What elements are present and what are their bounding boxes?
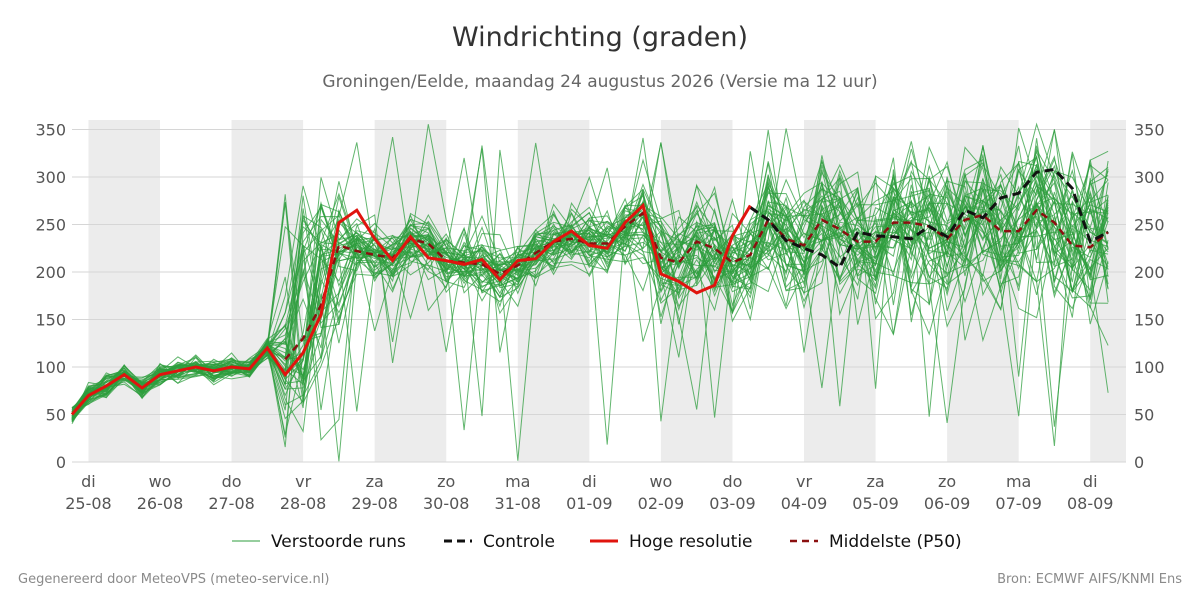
x-tick-day: di: [81, 472, 96, 491]
y-tick-label: 150: [35, 311, 66, 330]
ensemble-member-line: [71, 186, 1109, 424]
x-tick-date: 27-08: [208, 494, 255, 513]
legend: Verstoorde runs Controle Hoge resolutie Mid…: [232, 532, 962, 552]
y-axis-left: 0 50 100 150 200 250 300 350: [35, 121, 66, 473]
x-tick-date: 29-08: [351, 494, 398, 513]
day-band: [947, 120, 1019, 462]
ensemble-member-line: [71, 147, 1109, 417]
x-tick-day: do: [722, 472, 742, 491]
y-tick-label-right: 100: [1134, 358, 1165, 377]
x-tick-date: 28-08: [280, 494, 327, 513]
y-tick-label: 350: [35, 121, 66, 140]
legend-label-hires: Hoge resolutie: [629, 532, 753, 552]
y-tick-label: 200: [35, 263, 66, 282]
chart-title: Windrichting (graden): [451, 22, 749, 53]
y-tick-label: 300: [35, 168, 66, 187]
y-tick-label-right: 0: [1134, 453, 1144, 472]
x-tick-day: wo: [149, 472, 172, 491]
footer-source: Bron: ECMWF AIFS/KNMI Ens: [997, 572, 1182, 587]
footer-generated-by: Gegenereerd door MeteoVPS (meteo-service…: [18, 572, 330, 587]
x-tick-date: 01-09: [566, 494, 613, 513]
x-tick-day: do: [222, 472, 242, 491]
y-tick-label-right: 300: [1134, 168, 1165, 187]
x-tick-day: di: [582, 472, 597, 491]
x-tick-date: 31-08: [495, 494, 542, 513]
day-band: [517, 120, 590, 462]
day-band: [374, 120, 447, 462]
x-tick-day: wo: [649, 472, 672, 491]
y-axis-right: 0 50 100 150 200 250 300 350: [1134, 121, 1165, 473]
x-tick-date: 02-09: [638, 494, 685, 513]
y-tick-label-right: 250: [1134, 216, 1165, 235]
x-tick-date: 25-08: [65, 494, 112, 513]
x-tick-date: 30-08: [423, 494, 470, 513]
x-tick-date: 06-09: [924, 494, 971, 513]
x-axis: di 25-08 wo 26-08 do 27-08 vr 28-08 za 29-08 zo 30-…: [65, 472, 1113, 513]
ensemble-member-line: [71, 178, 1109, 421]
x-tick-day: zo: [938, 472, 956, 491]
x-tick-date: 26-08: [137, 494, 184, 513]
y-tick-label-right: 150: [1134, 311, 1165, 330]
y-tick-label: 100: [35, 358, 66, 377]
x-tick-date: 07-09: [995, 494, 1042, 513]
ensemble-member-line: [71, 175, 1109, 438]
legend-label-control: Controle: [483, 532, 555, 552]
x-tick-day: vr: [295, 472, 311, 491]
x-tick-day: ma: [505, 472, 530, 491]
x-tick-day: ma: [1006, 472, 1031, 491]
ensemble-member-line: [71, 145, 1109, 423]
y-tick-label: 0: [56, 453, 66, 472]
hires-line: [70, 202, 752, 416]
control-line: [749, 167, 1109, 270]
weekend-bands: [88, 120, 1126, 462]
x-tick-day: za: [366, 472, 384, 491]
y-tick-label: 250: [35, 216, 66, 235]
legend-label-median: Middelste (P50): [829, 532, 962, 552]
y-tick-label-right: 350: [1134, 121, 1165, 140]
y-tick-label-right: 50: [1134, 406, 1154, 425]
main-lines: [70, 167, 1109, 416]
x-tick-date: 04-09: [781, 494, 828, 513]
x-tick-day: zo: [437, 472, 455, 491]
legend-label-members: Verstoorde runs: [271, 532, 406, 552]
chart-subtitle: Groningen/Eelde, maandag 24 augustus 202…: [322, 72, 878, 92]
x-tick-day: vr: [796, 472, 812, 491]
y-tick-label-right: 200: [1134, 263, 1165, 282]
day-band: [88, 120, 161, 462]
x-tick-date: 03-09: [709, 494, 756, 513]
y-tick-label: 50: [46, 406, 66, 425]
x-tick-day: za: [866, 472, 884, 491]
x-tick-day: di: [1083, 472, 1098, 491]
x-tick-date: 08-09: [1067, 494, 1114, 513]
median-line: [284, 208, 1109, 361]
x-tick-date: 05-09: [852, 494, 899, 513]
